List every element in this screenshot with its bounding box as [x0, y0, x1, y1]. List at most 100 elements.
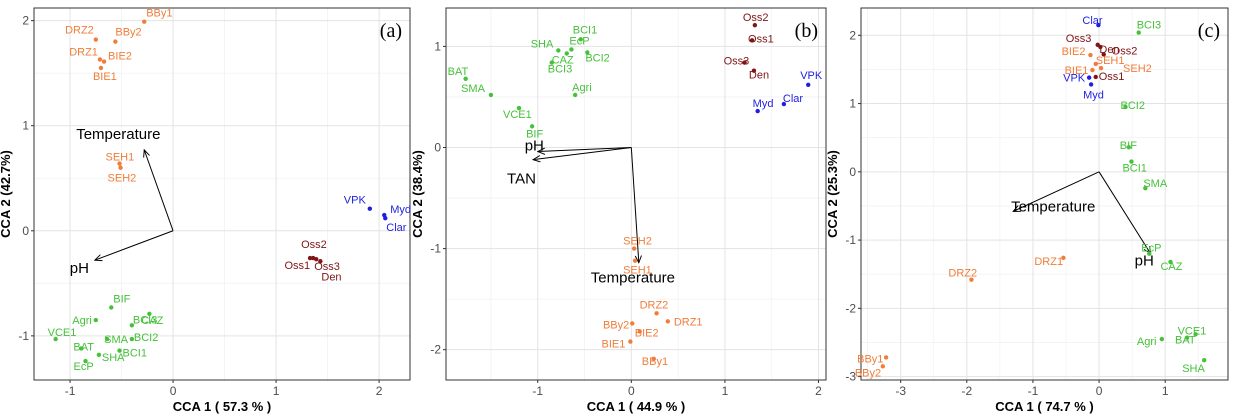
- site-label: DRZ2: [948, 268, 977, 280]
- x-tick-label: 2: [815, 384, 822, 398]
- site-label: Clar: [1082, 15, 1103, 27]
- site-point: [98, 65, 104, 71]
- x-tick-label: -1: [65, 384, 76, 398]
- y-tick-label: 0: [434, 141, 441, 155]
- site-label: EcP: [74, 361, 94, 373]
- site-point: [1088, 52, 1093, 58]
- site-label: BIE2: [635, 327, 659, 339]
- site-point: [129, 323, 135, 328]
- site-label: SHA: [102, 352, 125, 364]
- site-label: Oss3: [314, 261, 340, 273]
- site-point: [1086, 75, 1092, 80]
- site-point: [307, 255, 313, 261]
- y-tick-label: -3: [845, 370, 856, 384]
- site-label: EcP: [569, 35, 589, 47]
- site-label: VPK: [800, 70, 823, 82]
- site-label: DRZ1: [1034, 256, 1063, 268]
- site-point: [880, 364, 886, 369]
- site-point: [96, 352, 102, 357]
- site-label: Myd: [1083, 89, 1104, 101]
- site-point: [129, 336, 135, 342]
- site-label: SMA: [1143, 178, 1168, 190]
- vector-arrow: [95, 230, 174, 260]
- site-point: [742, 60, 747, 65]
- vector-label: Temperature: [76, 126, 160, 143]
- site-label: Oss1: [284, 260, 310, 272]
- site-point: [93, 37, 99, 42]
- vector-arrow: [144, 150, 174, 231]
- site-label: EcP: [1141, 243, 1161, 255]
- cca-panel-1: -1 0 1 2 -1 0 1 2 CCA 1 ( 57.3 % ) CCA 2 (42.7%) (…: [0, 7, 411, 414]
- panel-frame: [33, 7, 411, 381]
- site-label: Den: [321, 271, 341, 283]
- x-tick-label: -1: [1028, 384, 1039, 398]
- site-label: SHA: [1182, 363, 1205, 375]
- site-label: Oss2: [1112, 45, 1138, 57]
- site-label: Agri: [72, 315, 92, 327]
- site-point: [83, 358, 88, 364]
- panel-tag: (a): [380, 20, 402, 42]
- site-label: BIF: [526, 128, 543, 140]
- site-point: [628, 339, 633, 344]
- panel-border: [445, 7, 827, 381]
- panel-border: [33, 7, 411, 381]
- vector-arrow: [1098, 171, 1151, 254]
- site-point: [752, 22, 758, 28]
- site-point: [781, 101, 787, 107]
- site-label: SMA: [104, 334, 129, 346]
- site-label: Myd: [753, 98, 774, 110]
- site-label: Oss1: [1099, 71, 1125, 83]
- site-label: Den: [749, 70, 769, 82]
- site-label: SEH1: [106, 152, 135, 164]
- site-point: [117, 348, 122, 353]
- site-point: [1184, 335, 1190, 340]
- site-label: VCE1: [503, 109, 532, 121]
- site-point: [1123, 104, 1128, 110]
- site-label: DRZ1: [674, 316, 703, 328]
- site-point: [1193, 332, 1198, 337]
- site-point: [556, 48, 561, 53]
- site-label: SEH2: [623, 236, 652, 248]
- site-point: [1147, 251, 1152, 256]
- site-label: BIF: [1120, 140, 1137, 152]
- x-tick-label: 0: [628, 384, 635, 398]
- site-point: [569, 47, 574, 52]
- vector-arrow: [630, 147, 638, 263]
- panel-border: [860, 7, 1229, 381]
- site-label: BIE1: [93, 71, 117, 83]
- y-tick-label: -2: [845, 301, 856, 315]
- y-tick-label: 1: [849, 97, 856, 111]
- site-label: BBy2: [115, 27, 141, 39]
- site-label: SEH1: [623, 265, 652, 277]
- y-tick-label: 1: [22, 119, 29, 133]
- x-tick-label: -2: [961, 384, 972, 398]
- site-label: Oss1: [748, 33, 774, 45]
- site-label: VPK: [1063, 73, 1086, 85]
- site-point: [113, 39, 118, 44]
- site-label: Clar: [783, 93, 804, 105]
- site-point: [117, 161, 122, 166]
- y-tick-label: 0: [22, 224, 29, 238]
- site-point: [654, 311, 659, 316]
- site-point: [1098, 65, 1104, 71]
- y-tick-label: 1: [434, 39, 441, 53]
- panel-frame: [860, 7, 1229, 381]
- site-point: [488, 92, 494, 98]
- y-axis-title: CCA 2 (25.3%): [825, 150, 840, 238]
- site-label: Myd: [390, 204, 411, 216]
- x-tick-label: -3: [895, 384, 906, 398]
- y-axis-title: CCA 2 (42.7%): [0, 150, 13, 238]
- vector-label: pH: [1135, 253, 1154, 270]
- site-label: CAZ: [552, 54, 574, 66]
- site-label: BIE2: [108, 51, 132, 63]
- site-label: Agri: [1137, 336, 1157, 348]
- panel-tag: (b): [795, 20, 818, 42]
- site-point: [314, 256, 319, 262]
- x-tick-label: 0: [170, 384, 177, 398]
- site-label: SMA: [461, 83, 486, 95]
- site-point: [529, 124, 535, 129]
- site-point: [883, 355, 889, 360]
- site-label: BIE1: [1065, 65, 1089, 77]
- site-point: [1093, 74, 1098, 80]
- site-point: [1129, 159, 1134, 164]
